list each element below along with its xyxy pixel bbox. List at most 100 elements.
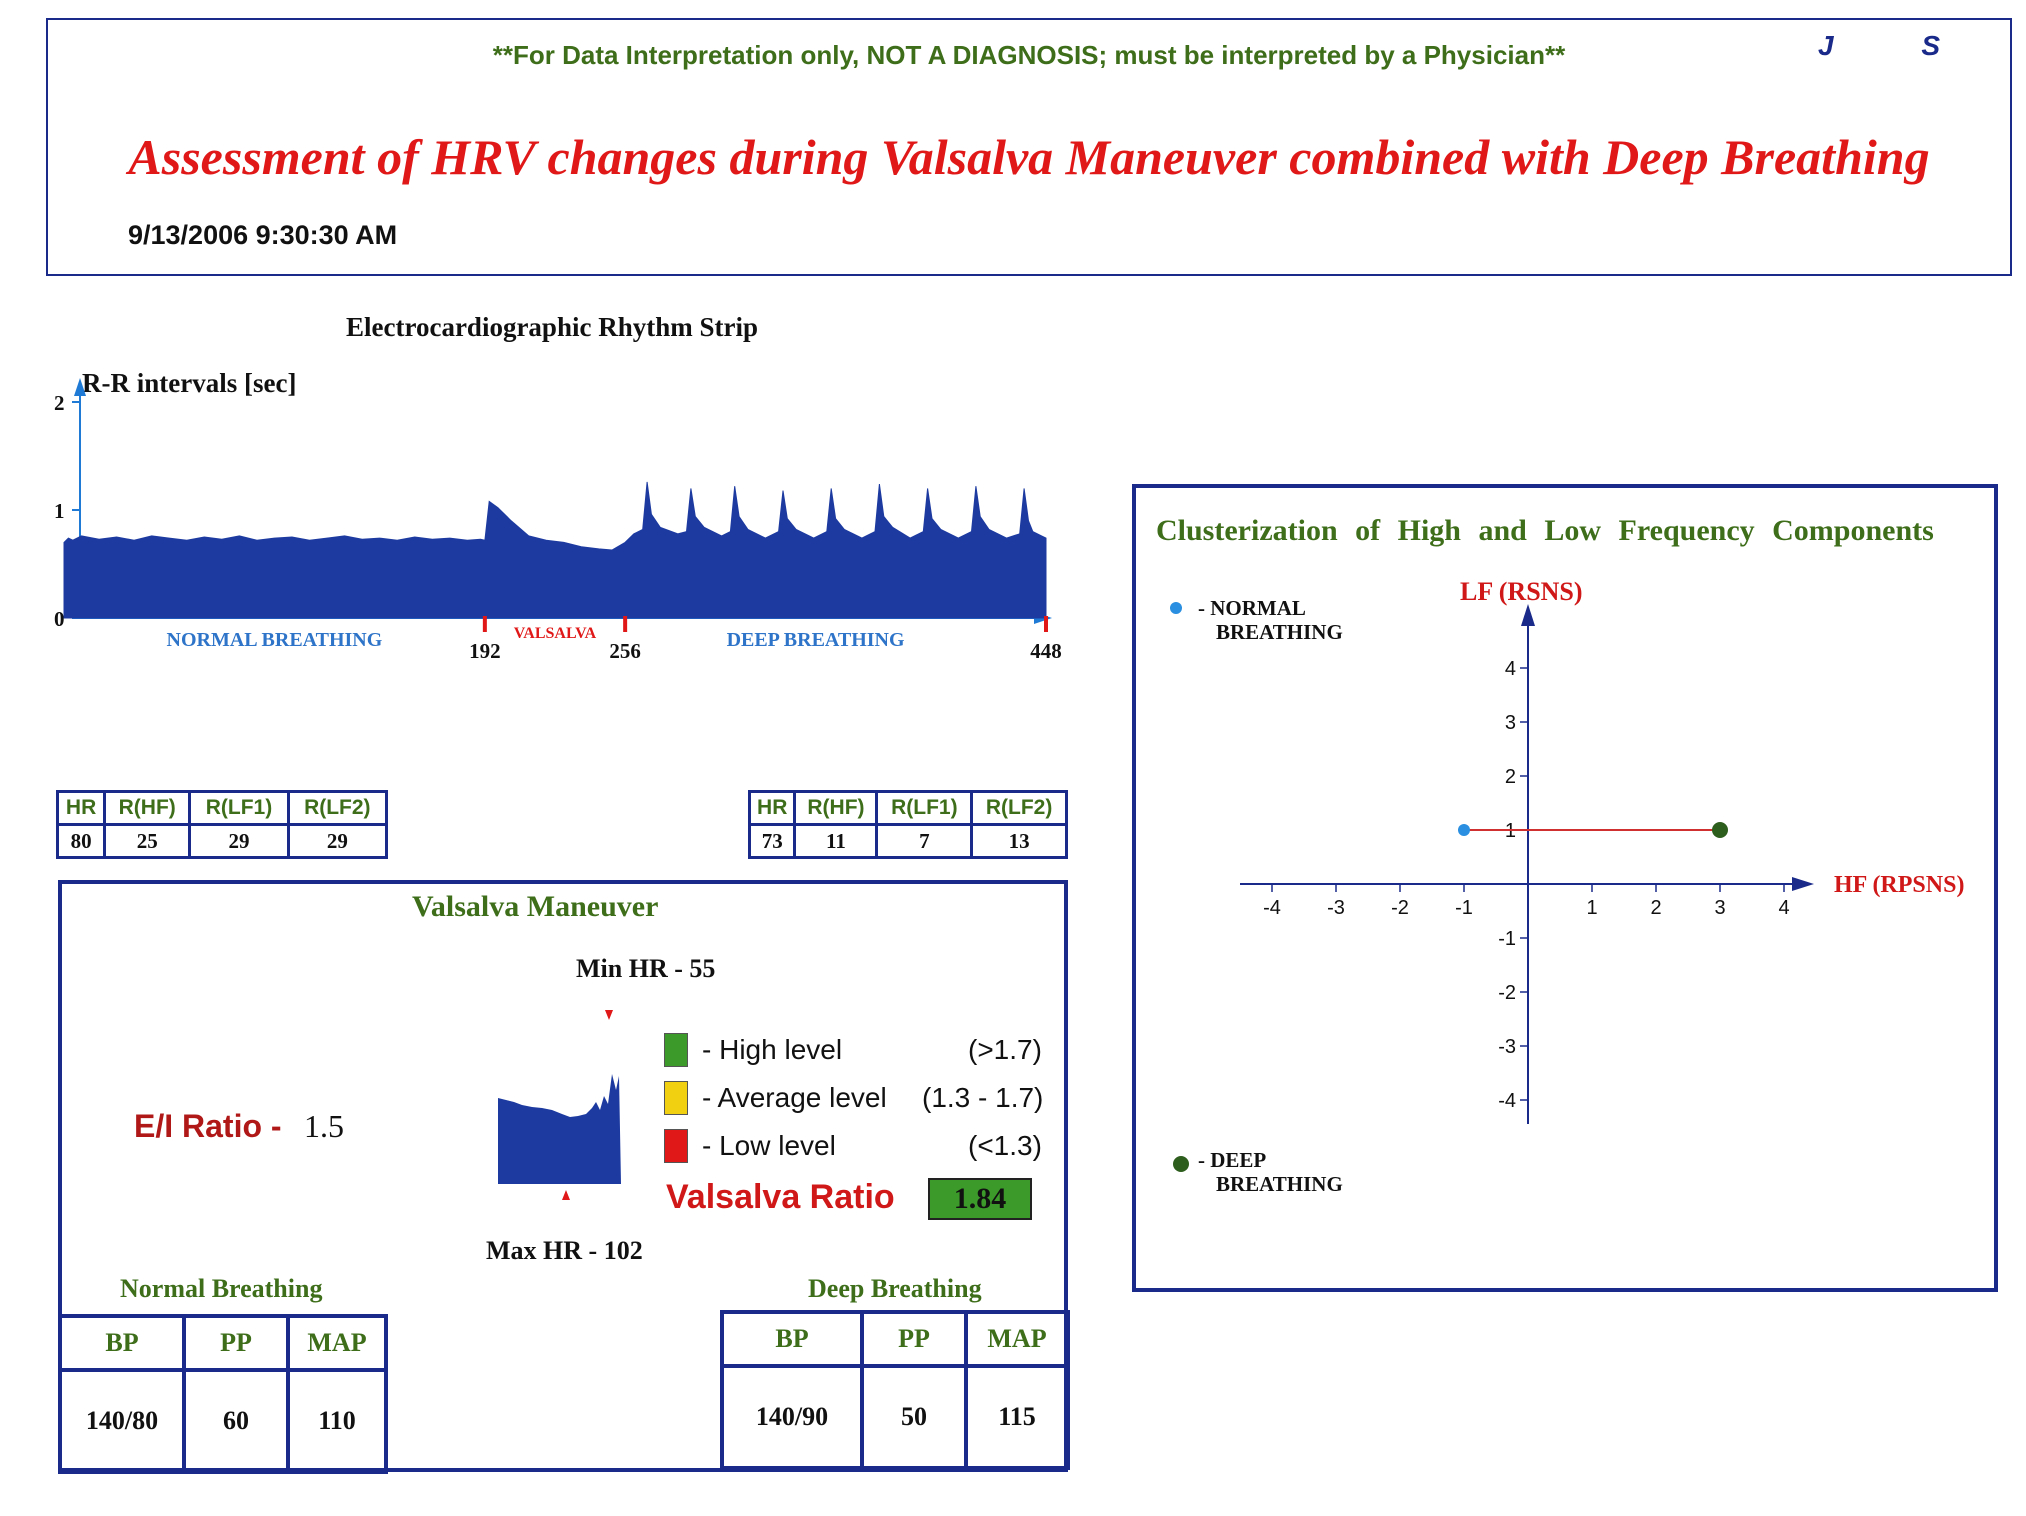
report-header: **For Data Interpretation only, NOT A DI…: [46, 18, 2012, 276]
disclaimer-text: **For Data Interpretation only, NOT A DI…: [492, 40, 1566, 70]
table-cell: 60: [182, 1368, 290, 1474]
rr-y-tick-label: 0: [54, 607, 65, 631]
low-level-swatch: [664, 1129, 688, 1163]
valsalva-panel: [58, 880, 1068, 1472]
table-cell: 110: [286, 1368, 388, 1474]
cluster-y-tick-label: -2: [1498, 982, 1516, 1004]
average-level-swatch: [664, 1081, 688, 1115]
min-hr-label: Min HR - 55: [576, 954, 716, 983]
ei-ratio-value: 1.5: [304, 1108, 344, 1144]
table-header: R(LF2): [286, 790, 389, 826]
rr-x-tick-label: 256: [609, 639, 641, 663]
table-header: BP: [58, 1314, 186, 1372]
average-level-range: (1.3 - 1.7): [922, 1082, 1044, 1113]
low-level-range: (<1.3): [968, 1130, 1042, 1161]
strip-title: Electrocardiographic Rhythm Strip: [346, 312, 758, 342]
segment-normal-label: NORMAL BREATHING: [167, 629, 383, 651]
normal-legend-label: - NORMAL BREATHING: [1198, 596, 1343, 644]
high-level-label: - High level: [702, 1034, 843, 1065]
rr-interval-chart: 0 1 2 192 256 448 NORMAL BREATHING VALSALVA DEE…: [54, 378, 1062, 663]
initials: J S: [1817, 30, 1980, 61]
normal-legend-dot: [1170, 602, 1182, 614]
cluster-y-tick-label: -4: [1498, 1090, 1516, 1112]
low-level-label: - Low level: [702, 1130, 836, 1161]
normal-hrv-table: HR R(HF) R(LF1) R(LF2) 80 25 29 29: [55, 790, 389, 859]
valsalva-thumbnail-trace: [498, 1074, 621, 1184]
cluster-x-tick-label: -2: [1391, 897, 1409, 919]
deep-breathing-title: Deep Breathing: [808, 1274, 982, 1303]
cluster-y-arrow: [1521, 604, 1535, 626]
table-cell: 11: [793, 823, 879, 859]
table-cell: 140/90: [720, 1364, 864, 1470]
table-header: HR: [747, 790, 797, 826]
rr-y-arrow: [74, 378, 86, 396]
deep-breathing-point: [1712, 822, 1728, 838]
table-header: MAP: [286, 1314, 388, 1372]
cluster-x-tick-label: 1: [1586, 897, 1597, 919]
cluster-x-tick-label: -3: [1327, 897, 1345, 919]
table-header: R(LF1): [188, 790, 290, 826]
deep-legend-label: - DEEP BREATHING: [1198, 1148, 1343, 1196]
cluster-x-tick-label: -4: [1263, 897, 1281, 919]
cluster-x-tick-label: 4: [1778, 897, 1789, 919]
ei-ratio-label: E/I Ratio -: [134, 1108, 282, 1144]
average-level-label: - Average level: [702, 1082, 887, 1113]
table-cell: 25: [103, 823, 192, 859]
table-header: R(LF1): [875, 790, 974, 826]
deep-bp-table: BP PP MAP 140/90 50 115: [720, 1310, 1070, 1470]
normal-breathing-point: [1458, 824, 1470, 836]
segment-deep-label: DEEP BREATHING: [727, 629, 905, 651]
cluster-y-tick-label: 2: [1505, 766, 1516, 788]
table-cell: 140/80: [58, 1368, 186, 1474]
report-title: Assessment of HRV changes during Valsalv…: [128, 129, 1930, 185]
table-cell: 80: [55, 823, 107, 859]
valsalva-ratio-value: 1.84: [928, 1178, 1032, 1220]
cluster-y-tick-label: 3: [1505, 712, 1516, 734]
table-header: MAP: [964, 1310, 1070, 1368]
high-level-swatch: [664, 1033, 688, 1067]
rr-y-tick-label: 2: [54, 391, 65, 415]
valsalva-ratio-label: Valsalva Ratio: [666, 1178, 895, 1216]
deep-legend-dot: [1173, 1156, 1189, 1172]
hf-axis-label: HF (RPSNS): [1834, 872, 1964, 898]
table-header: PP: [182, 1314, 290, 1372]
rr-interval-area: [63, 481, 1047, 619]
normal-breathing-title: Normal Breathing: [120, 1274, 323, 1303]
cluster-y-tick-label: 4: [1505, 658, 1516, 680]
table-header: R(LF2): [970, 790, 1068, 826]
table-header: R(HF): [793, 790, 879, 826]
max-hr-marker: [562, 1190, 570, 1200]
normal-bp-table: BP PP MAP 140/80 60 110: [58, 1314, 388, 1474]
cluster-x-tick-label: 3: [1714, 897, 1725, 919]
table-cell: 29: [188, 823, 290, 859]
table-cell: 13: [970, 823, 1068, 859]
table-header: PP: [860, 1310, 968, 1368]
table-header: R(HF): [103, 790, 192, 826]
cluster-y-tick-label: -1: [1498, 928, 1516, 950]
cluster-x-tick-label: -1: [1455, 897, 1473, 919]
valsalva-title: Valsalva Maneuver: [412, 890, 659, 923]
cluster-x-arrow: [1792, 877, 1814, 891]
timestamp: 9/13/2006 9:30:30 AM: [128, 220, 398, 250]
table-cell: 7: [875, 823, 974, 859]
rr-y-tick-label: 1: [54, 499, 65, 523]
table-cell: 50: [860, 1364, 968, 1470]
min-hr-marker: [605, 1010, 613, 1020]
cluster-x-tick-label: 2: [1650, 897, 1661, 919]
rr-axis-label: R-R intervals [sec]: [82, 368, 297, 398]
valsalva-thumbnail: [498, 1010, 621, 1200]
cluster-panel: [1132, 484, 1998, 1292]
lf-axis-label: LF (RSNS): [1460, 580, 1583, 606]
table-cell: 73: [747, 823, 797, 859]
table-header: BP: [720, 1310, 864, 1368]
table-cell: 115: [964, 1364, 1070, 1470]
rr-x-tick-label: 448: [1030, 639, 1062, 663]
deep-hrv-table: HR R(HF) R(LF1) R(LF2) 73 11 7 13: [747, 790, 1068, 859]
high-level-range: (>1.7): [968, 1034, 1042, 1065]
cluster-y-tick-label: -3: [1498, 1036, 1516, 1058]
rr-x-tick-label: 192: [469, 639, 501, 663]
table-header: HR: [55, 790, 107, 826]
cluster-title: Clusterization of High and Low Frequency…: [1156, 514, 1934, 547]
max-hr-label: Max HR - 102: [486, 1236, 643, 1265]
